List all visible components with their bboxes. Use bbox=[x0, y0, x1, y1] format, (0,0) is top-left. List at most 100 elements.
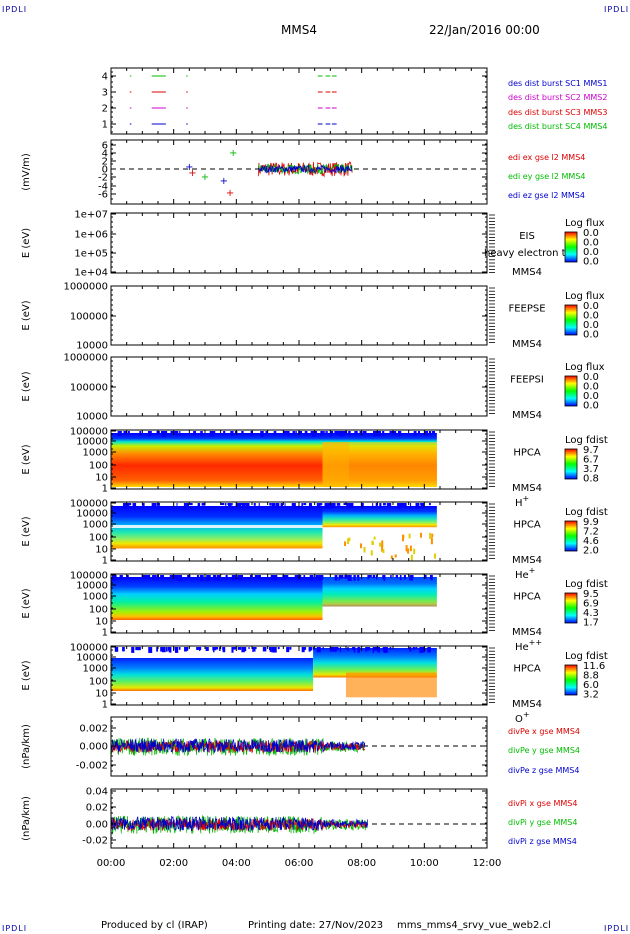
spectrogram-spike bbox=[356, 575, 360, 578]
panel-frame bbox=[110, 788, 488, 849]
y-axis-label: E (eV) bbox=[21, 660, 32, 690]
spectrogram-speck bbox=[407, 548, 410, 554]
y-tick-label: 1000000 bbox=[63, 282, 108, 293]
spectrogram-speck bbox=[373, 536, 376, 540]
spectrogram-spike bbox=[112, 575, 117, 581]
spectrogram-spike bbox=[232, 575, 237, 580]
panel-feepse: 1000000 100000 10000 E (eV) FEEPSE MMS4 Log fl… bbox=[21, 282, 605, 352]
spectrogram-speck bbox=[410, 554, 413, 561]
spectrogram-spike bbox=[308, 647, 311, 652]
spectrogram-spike bbox=[382, 647, 386, 652]
spectrogram-spike bbox=[196, 647, 198, 650]
spectrogram-spike bbox=[399, 575, 402, 581]
spectrogram-speck bbox=[413, 548, 416, 555]
spectrogram-spike bbox=[283, 575, 287, 580]
spectrogram-spike bbox=[291, 503, 293, 508]
spectrogram-spike bbox=[409, 503, 412, 509]
efield-point: + bbox=[229, 148, 237, 159]
spectrogram-spike bbox=[213, 647, 215, 653]
spectrogram-spike bbox=[258, 503, 260, 508]
spectrogram-spike bbox=[151, 503, 155, 506]
instrument-label: HPCA bbox=[513, 592, 541, 603]
efield-point: + bbox=[226, 188, 234, 199]
spectrogram-spike bbox=[169, 647, 172, 653]
spectrogram-spike bbox=[359, 431, 363, 436]
spectrogram-spike bbox=[128, 503, 132, 506]
colorbar-tick-label: 6.0 bbox=[583, 680, 599, 691]
colorbar-tick-label: 0.0 bbox=[583, 391, 599, 402]
spectrogram-speck bbox=[390, 555, 393, 560]
spectrogram-spike bbox=[220, 503, 225, 506]
spectrogram-spike bbox=[287, 431, 290, 436]
spectrogram-spike bbox=[137, 647, 141, 651]
spectrogram-spike bbox=[126, 503, 130, 507]
spectrogram-spike bbox=[338, 431, 343, 437]
y-axis-label: (mV/m) bbox=[21, 153, 32, 191]
spectrogram-spike bbox=[222, 647, 226, 653]
spectrogram-spike bbox=[127, 431, 130, 434]
spectrogram-spike bbox=[347, 647, 349, 651]
spectrogram-spike bbox=[147, 575, 151, 580]
colorbar-tick-label: 9.9 bbox=[583, 517, 599, 528]
spectrogram-spike bbox=[197, 503, 201, 508]
spectrogram-spike bbox=[424, 575, 427, 579]
y-tick-label: 100000 bbox=[70, 643, 108, 654]
species-charge: + bbox=[529, 566, 536, 575]
spacecraft-label: MMS4 bbox=[512, 410, 542, 421]
spectrogram-spike bbox=[201, 503, 206, 506]
spectrogram-spike bbox=[280, 503, 284, 508]
species-charge: ++ bbox=[529, 638, 542, 647]
spectrogram-spike bbox=[336, 503, 341, 506]
spectrogram-speck bbox=[405, 545, 408, 552]
spectrogram-speck bbox=[433, 553, 436, 559]
colorbar bbox=[564, 375, 578, 407]
spectrogram-spike bbox=[185, 503, 190, 507]
spacecraft-label: MMS4 bbox=[512, 627, 542, 638]
legend-entry: divPe x gse MMS4 bbox=[508, 727, 580, 736]
spectrogram-spike bbox=[273, 431, 277, 435]
divp-trace bbox=[110, 738, 366, 754]
colorbar-tick-label: 0.0 bbox=[583, 320, 599, 331]
spectrogram-spike bbox=[215, 647, 219, 650]
y-tick-label: 6 bbox=[102, 141, 108, 152]
corner-label-top-right: IPDLI bbox=[604, 5, 630, 14]
y-tick-label: -4 bbox=[98, 182, 108, 193]
spectrogram-spike bbox=[252, 647, 254, 653]
spectrogram-spike bbox=[372, 575, 376, 579]
y-tick-label: 4 bbox=[102, 149, 108, 160]
spectrogram-speck bbox=[429, 532, 432, 539]
spectrogram-spike bbox=[324, 503, 329, 509]
spectrogram-spike bbox=[312, 431, 316, 437]
spectrogram-spike bbox=[238, 575, 241, 579]
spectrogram-spike bbox=[418, 431, 421, 434]
spectrogram-spike bbox=[429, 503, 431, 506]
y-tick-label: 1e+07 bbox=[74, 210, 108, 221]
spectrogram-spike bbox=[298, 575, 302, 580]
spectrogram-speck bbox=[430, 537, 433, 545]
spectrogram-spike bbox=[334, 575, 338, 581]
spectrogram-spike bbox=[429, 575, 433, 580]
spectrogram-spike bbox=[262, 647, 267, 652]
colorbar-tick-label: 0.0 bbox=[583, 238, 599, 249]
spectrogram-spike bbox=[289, 647, 292, 650]
colorbar bbox=[564, 664, 578, 696]
panel-frame bbox=[110, 67, 488, 135]
spectrogram-spike bbox=[309, 575, 314, 581]
panel-eis: 1e+07 1e+06 1e+05 1e+04 E (eV) EIS MMS4 heavy e… bbox=[21, 210, 605, 279]
spectrogram-spike bbox=[154, 575, 157, 578]
script-name-label: mms_mms4_srvy_vue_web2.cl bbox=[397, 920, 551, 931]
spectrogram-spike bbox=[318, 575, 321, 581]
instrument-label: HPCA bbox=[513, 448, 541, 459]
spectrogram-spike bbox=[208, 575, 211, 579]
colorbar-tick-label: 11.6 bbox=[583, 661, 605, 672]
y-tick-label: 10000 bbox=[76, 437, 108, 448]
panel-frame bbox=[110, 285, 488, 346]
panel-burst: 1 2 3 4 des dist burst SC1 MMS1 des dist burs… bbox=[102, 67, 607, 135]
spectrogram-spike bbox=[413, 431, 417, 436]
y-tick-label: 1 bbox=[102, 120, 108, 131]
spectrogram-spike bbox=[331, 647, 335, 652]
spectrogram-spike bbox=[271, 503, 274, 508]
spectrogram-spike bbox=[342, 431, 346, 436]
